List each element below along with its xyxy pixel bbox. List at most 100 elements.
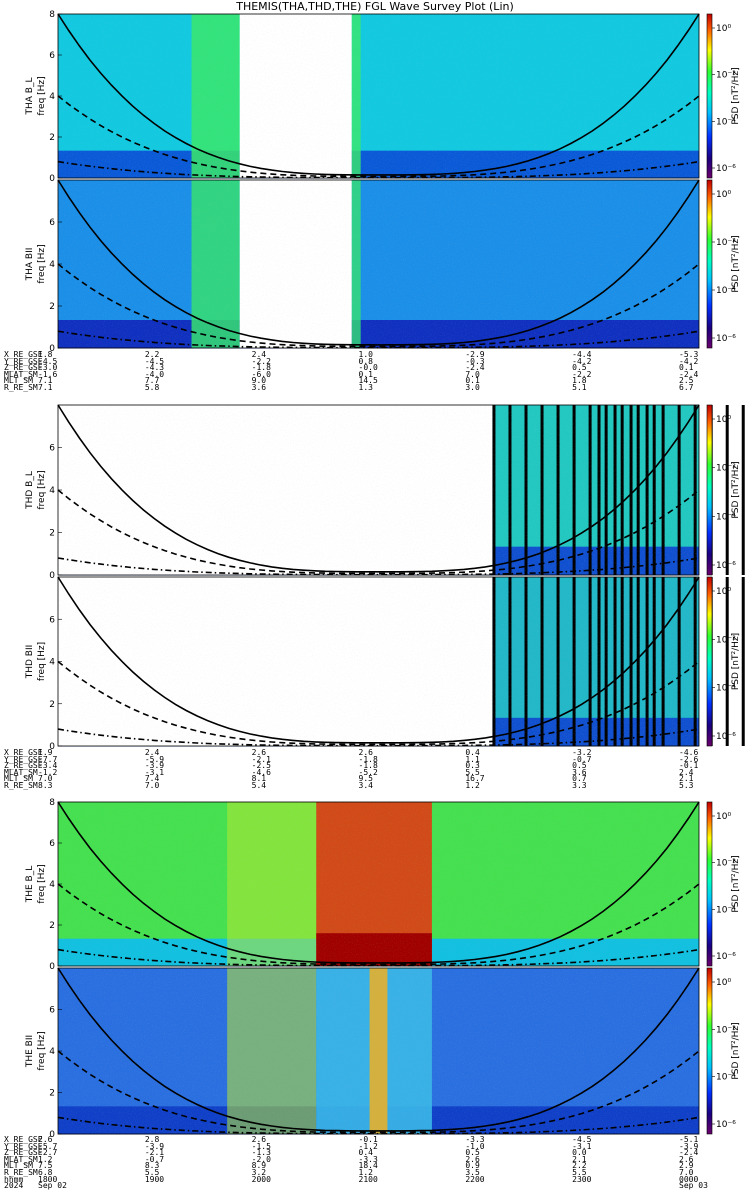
ephemeris-row-label: MLT_SM <box>4 774 33 784</box>
ephemeris-value: 6.7 <box>679 383 694 392</box>
ephemeris-value: -4.5 <box>38 356 58 366</box>
ephemeris-value: 1.2 <box>38 1154 53 1164</box>
ephemeris-value: 2.6 <box>679 1154 694 1164</box>
ephemeris-row-label: MLAT_SM <box>4 369 38 379</box>
ephemeris-value: 0.5 <box>465 1148 480 1158</box>
ephemeris-row-label: Z_RE_GSE <box>4 1148 43 1158</box>
ephemeris-value: 0.7 <box>572 774 587 784</box>
ephemeris-value: 1.3 <box>358 383 373 392</box>
ephemeris-value: 1.2 <box>465 781 480 790</box>
data-stripe <box>524 577 528 746</box>
ephemeris-value: 3.3 <box>572 781 587 790</box>
ephemeris-value: -1.8 <box>358 754 378 764</box>
ephemeris-row-label: X_RE_GSE <box>4 1135 43 1144</box>
data-stripe <box>613 577 617 746</box>
colorbar-tick-label: 10⁻⁶ <box>716 164 736 174</box>
ephemeris-value: -0.0 <box>358 363 378 373</box>
ephemeris-value: 8.9 <box>251 1161 267 1171</box>
ephemeris-row-label: Z_RE_GSE <box>4 761 43 771</box>
gyrofrequency-curve <box>57 179 700 346</box>
y-tick-label: 0 <box>49 571 55 581</box>
spectrum-band <box>58 14 699 42</box>
ephemeris-row-label: hhmm <box>4 1174 24 1184</box>
data-stripe <box>613 405 617 575</box>
colorbar-thd-b_l <box>706 404 713 576</box>
ephemeris-value: -4.5 <box>572 1135 592 1144</box>
y-tick-label: 2 <box>49 1089 55 1099</box>
ephemeris-value: -1.2 <box>38 767 58 777</box>
ephemeris-row-label: Y_RE_GSE <box>4 1141 43 1151</box>
ephemeris-value: 0.8 <box>358 356 373 366</box>
data-stripe <box>725 405 729 575</box>
ephemeris-value: -3.9 <box>144 761 165 771</box>
y-axis-label: freq [Hz] <box>37 864 47 903</box>
spectrum-band <box>58 180 699 209</box>
ephemeris-value: 2.6 <box>465 1154 480 1164</box>
ephemeris-value: -2.9 <box>465 350 485 359</box>
data-stripe <box>620 405 624 575</box>
colorbar-tick-label: 10⁻⁴ <box>716 1073 736 1083</box>
y-tick-label: 2 <box>49 302 55 312</box>
data-stripe <box>540 405 544 575</box>
ephemeris-value: 1900 <box>144 1174 165 1184</box>
ephemeris-value: -3.3 <box>358 1154 378 1164</box>
data-stripe <box>524 405 528 575</box>
ephemeris-value: 2.4 <box>679 767 694 777</box>
ephemeris-row-label: MLT_SM <box>4 376 33 386</box>
ephemeris-row-label: MLT_SM <box>4 1161 33 1171</box>
spectrum-band <box>58 264 699 293</box>
ephemeris-value: 0.4 <box>358 1148 373 1158</box>
colorbar-label: PSD [nT²/Hz] <box>731 235 741 292</box>
colorbar-label: PSD [nT²/Hz] <box>731 67 741 124</box>
data-stripe <box>652 577 656 746</box>
panel-name-label: THD BII <box>25 645 35 680</box>
ephemeris-value: 0.4 <box>465 748 480 757</box>
ephemeris-value: 5.8 <box>144 383 160 392</box>
y-tick-label: 2 <box>49 529 55 539</box>
spectrogram-panel-the-bii <box>57 967 700 1135</box>
colorbar-the-bii <box>706 967 713 1135</box>
spectrum-band <box>58 123 699 152</box>
colorbar-tick-label: 10⁰ <box>716 587 731 597</box>
ephemeris-value: -5.1 <box>679 1135 699 1144</box>
ephemeris-value: -3.0 <box>38 363 58 373</box>
colorbar-tick-label: 10⁻⁶ <box>716 952 736 962</box>
gyrofrequency-curve <box>57 95 700 178</box>
y-tick-label: 0 <box>49 344 55 354</box>
ephemeris-value: -1.6 <box>38 369 58 379</box>
ephemeris-row-label: R_RE_SM <box>4 1168 38 1177</box>
ephemeris-value: -4.6 <box>251 767 271 777</box>
spectrum-band <box>58 96 699 124</box>
ephemeris-value: -1.5 <box>251 1141 271 1151</box>
enhanced-wave-region <box>351 180 361 348</box>
colorbar-tick-label: 10⁻⁶ <box>716 561 736 571</box>
spectrum-band <box>58 208 699 237</box>
ephemeris-value: 1800 <box>38 1174 58 1184</box>
ephemeris-value: 3.5 <box>465 1168 480 1177</box>
ephemeris-value: 2200 <box>465 1174 485 1184</box>
data-stripe <box>597 405 601 575</box>
spectrogram-panel-tha-b_l <box>57 13 700 179</box>
ephemeris-value: 7.4 <box>144 774 160 784</box>
ephemeris-value: 0.1 <box>358 369 373 379</box>
ephemeris-value: 3.6 <box>572 767 587 777</box>
colorbar-label: PSD [nT²/Hz] <box>731 633 741 690</box>
y-tick-label: 4 <box>49 880 55 890</box>
data-stripe <box>540 577 544 746</box>
ephemeris-value: 2000 <box>251 1174 271 1184</box>
ephemeris-value: 2300 <box>572 1174 592 1184</box>
y-axis-label: freq [Hz] <box>37 244 47 283</box>
noise-texture <box>58 14 699 178</box>
ephemeris-value: -4.2 <box>572 356 592 366</box>
ephemeris-value: 2.9 <box>679 1161 694 1171</box>
y-tick-label: 6 <box>49 51 55 61</box>
ephemeris-value: 5.1 <box>572 383 587 392</box>
y-tick-label: 6 <box>49 615 55 625</box>
data-stripe <box>556 577 560 746</box>
colorbar-tick-label: 10⁻⁶ <box>716 1120 736 1130</box>
ephemeris-value: -3.3 <box>465 1135 485 1144</box>
ephemeris-value: 9.5 <box>358 774 373 784</box>
plot-title: THEMIS(THA,THD,THE) FGL Wave Survey Plot… <box>236 0 514 13</box>
ephemeris-value: 0000 <box>679 1174 699 1184</box>
